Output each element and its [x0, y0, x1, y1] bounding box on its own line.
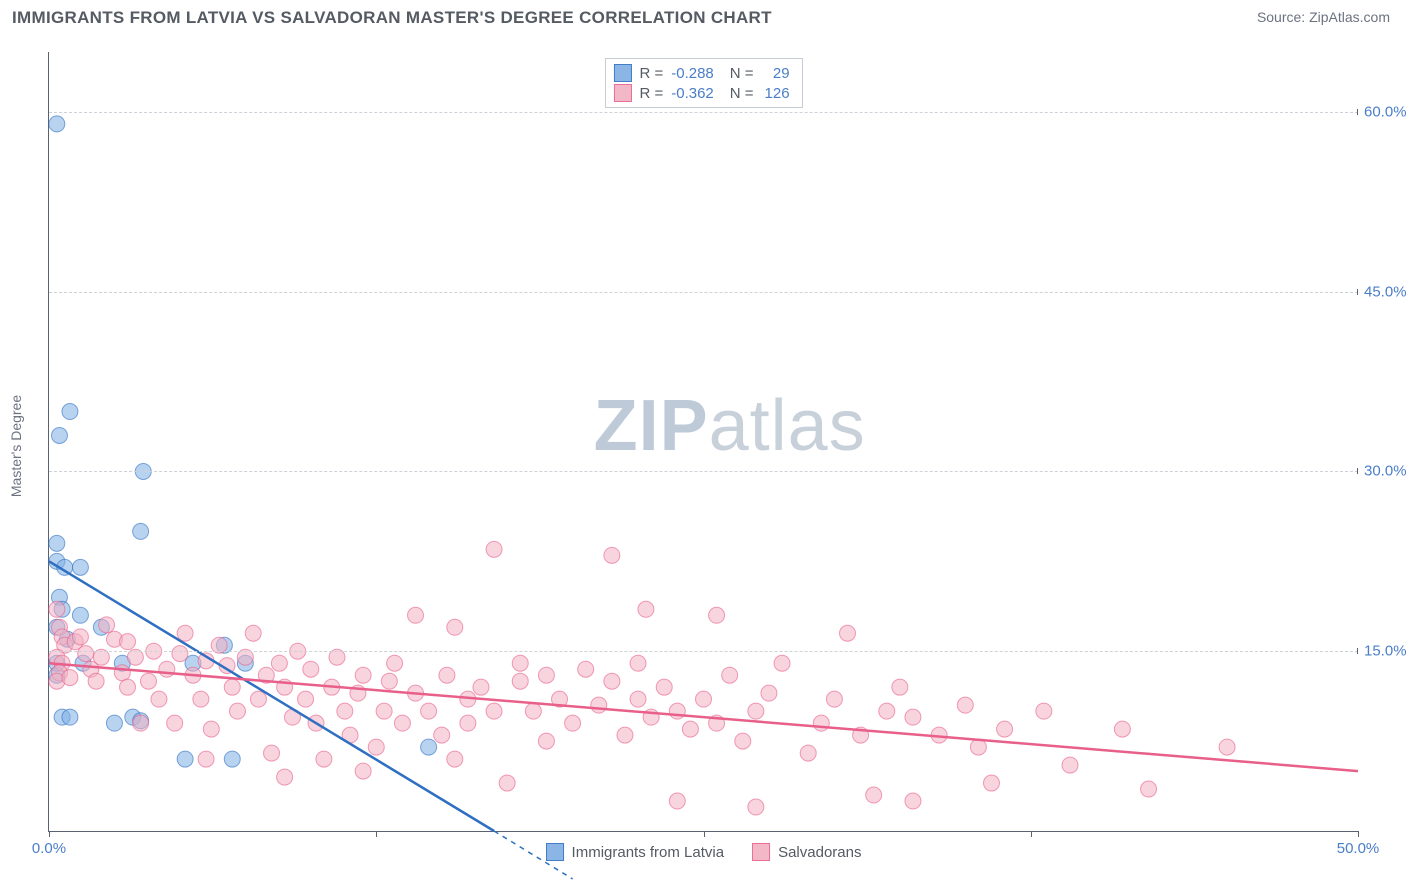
gridline [49, 471, 1358, 472]
legend-swatch-salvadoran [752, 843, 770, 861]
legend-n-label: N = [730, 65, 754, 82]
trend-line [49, 663, 1358, 771]
correlation-legend: R = -0.288 N = 29 R = -0.362 N = 126 [604, 58, 802, 108]
legend-r-label: R = [639, 65, 663, 82]
legend-item-latvia[interactable]: Immigrants from Latvia [546, 843, 725, 861]
source-label: Source: [1257, 9, 1309, 25]
source-line: Source: ZipAtlas.com [1257, 9, 1390, 27]
y-axis-label: 45.0% [1364, 283, 1406, 300]
x-axis-label: 50.0% [1337, 840, 1380, 857]
page-title: IMMIGRANTS FROM LATVIA VS SALVADORAN MAS… [12, 8, 772, 28]
legend-label: Salvadorans [778, 844, 861, 861]
legend-n-value: 29 [762, 65, 790, 82]
x-axis-label: 0.0% [32, 840, 66, 857]
legend-label: Immigrants from Latvia [572, 844, 725, 861]
series-legend: Immigrants from Latvia Salvadorans [546, 843, 862, 861]
x-tick [376, 831, 377, 837]
legend-swatch-latvia [546, 843, 564, 861]
y-axis-label: 30.0% [1364, 463, 1406, 480]
legend-r-value: -0.362 [671, 85, 714, 102]
legend-n-value: 126 [762, 85, 790, 102]
source-value: ZipAtlas.com [1309, 9, 1390, 25]
legend-r-value: -0.288 [671, 65, 714, 82]
legend-swatch-latvia [613, 64, 631, 82]
legend-row-salvadoran: R = -0.362 N = 126 [613, 83, 789, 103]
chart-plot-area: ZIPatlas R = -0.288 N = 29 R = -0.362 N … [48, 52, 1358, 832]
legend-swatch-salvadoran [613, 84, 631, 102]
legend-n-label: N = [730, 85, 754, 102]
legend-r-label: R = [639, 85, 663, 102]
y-axis-label: 60.0% [1364, 103, 1406, 120]
legend-item-salvadoran[interactable]: Salvadorans [752, 843, 861, 861]
y-tick [1357, 109, 1358, 115]
y-axis-label: 15.0% [1364, 643, 1406, 660]
x-tick [704, 831, 705, 837]
x-tick [1358, 831, 1359, 837]
y-tick [1357, 468, 1358, 474]
gridline [49, 292, 1358, 293]
gridline [49, 112, 1358, 113]
trend-layer [49, 52, 1358, 831]
legend-row-latvia: R = -0.288 N = 29 [613, 63, 789, 83]
y-tick [1357, 289, 1358, 295]
x-tick [1031, 831, 1032, 837]
y-tick [1357, 648, 1358, 654]
x-tick [49, 831, 50, 837]
gridline [49, 651, 1358, 652]
y-axis-title: Master's Degree [8, 395, 24, 497]
trend-line [49, 561, 494, 831]
